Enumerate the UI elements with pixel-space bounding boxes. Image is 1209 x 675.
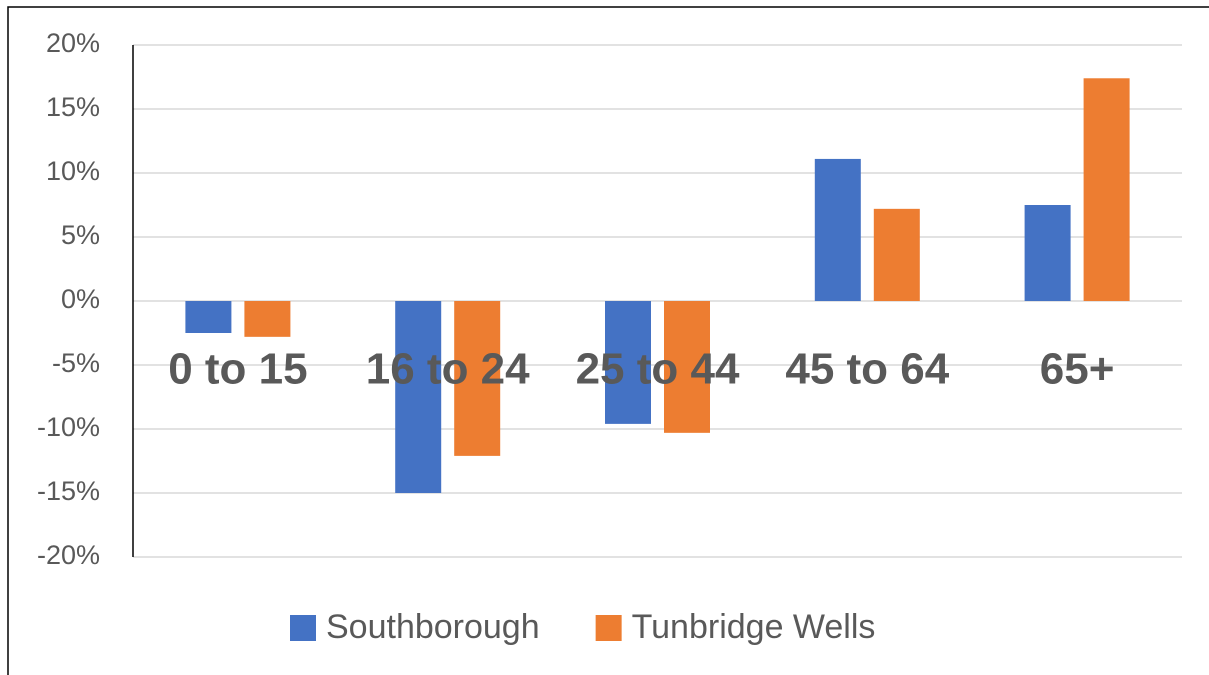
legend-label: Southborough <box>326 608 540 646</box>
x-tick-label: 25 to 44 <box>576 345 740 394</box>
x-tick-label: 16 to 24 <box>366 345 530 394</box>
x-tick-label: 65+ <box>1040 345 1115 394</box>
bar <box>244 301 291 337</box>
y-tick-label: -15% <box>37 476 100 506</box>
y-tick-label: -20% <box>37 540 100 570</box>
y-tick-label: 20% <box>46 28 100 58</box>
bar <box>395 301 442 493</box>
y-tick-label: 0% <box>61 284 100 314</box>
legend-swatch <box>595 615 622 641</box>
y-tick-label: 15% <box>46 92 100 122</box>
bar <box>1083 78 1130 301</box>
bar <box>185 301 232 333</box>
frame <box>7 6 1209 675</box>
bar <box>814 158 861 301</box>
bar <box>873 208 920 301</box>
y-tick-label: -5% <box>52 348 100 378</box>
x-tick-label: 0 to 15 <box>168 345 307 394</box>
bar <box>454 301 501 456</box>
y-tick-label: 5% <box>61 220 100 250</box>
x-tick-label: 45 to 64 <box>785 345 949 394</box>
y-tick-label: -10% <box>37 412 100 442</box>
legend-label: Tunbridge Wells <box>632 608 876 646</box>
legend-swatch <box>290 615 316 641</box>
bar <box>664 301 710 433</box>
bar <box>1024 205 1071 301</box>
bar <box>605 301 651 424</box>
y-tick-label: 10% <box>46 156 100 186</box>
